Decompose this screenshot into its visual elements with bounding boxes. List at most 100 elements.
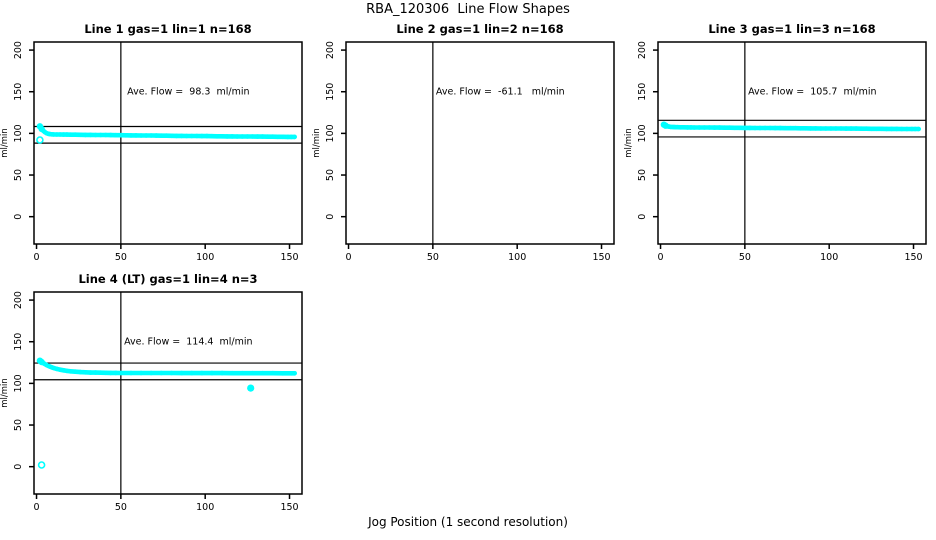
data-point <box>93 132 98 138</box>
data-point <box>270 370 276 376</box>
data-point <box>234 134 240 139</box>
plot-box <box>345 41 615 245</box>
y-tick-label: 50 <box>13 419 24 431</box>
data-point <box>783 125 788 131</box>
x-tick-label: 50 <box>739 252 751 263</box>
data-point <box>57 132 63 137</box>
subplot-svg: Line 4 (LT) gas=1 lin=4 n=3 0 50 100 150 0 50 1… <box>0 272 303 513</box>
data-point <box>828 126 834 131</box>
data-point <box>833 126 839 131</box>
data-point <box>113 370 119 376</box>
y-tick-label: 100 <box>325 124 336 142</box>
data-point <box>68 369 73 374</box>
data-point <box>912 126 918 132</box>
ave-flow-annotation: Ave. Flow = 98.3 ml/min <box>127 87 249 98</box>
data-point <box>229 370 235 376</box>
data-point <box>265 134 270 139</box>
data-point <box>848 126 854 131</box>
data-point <box>148 370 154 376</box>
data-point <box>853 126 859 131</box>
y-tick-label: 50 <box>325 169 336 181</box>
subplot-line-3: Line 3 gas=1 lin=3 n=168 0 50 100 150 0 50 100 1… <box>624 20 936 270</box>
data-point <box>688 125 694 130</box>
ave-flow-annotation: Ave. Flow = 105.7 ml/min <box>748 87 876 98</box>
x-tick-label: 0 <box>34 502 40 513</box>
data-point <box>702 125 707 130</box>
data-point <box>697 125 702 130</box>
subplot-line-1: Line 1 gas=1 lin=1 n=168 0 50 100 150 0 50 100 1… <box>0 20 312 270</box>
figure-xlabel: Jog Position (1 second resolution) <box>368 515 568 529</box>
x-tick-label: 50 <box>115 252 127 263</box>
data-point <box>103 132 108 138</box>
data-point <box>64 368 70 374</box>
data-point <box>803 126 808 131</box>
plot-box <box>33 41 303 245</box>
data-point <box>199 370 205 376</box>
data-point <box>184 133 189 139</box>
data-point <box>879 126 884 132</box>
y-tick-label: 200 <box>637 41 648 59</box>
data-point <box>199 133 205 139</box>
data-point <box>717 125 722 130</box>
data-point <box>808 126 813 131</box>
data-point <box>108 370 113 376</box>
data-point <box>260 134 265 139</box>
x-tick-label: 100 <box>196 252 214 263</box>
data-point <box>219 134 225 139</box>
data-point <box>909 126 915 132</box>
y-tick-label: 0 <box>13 464 24 470</box>
data-point <box>83 132 88 138</box>
subplot-title: Line 2 gas=1 lin=2 n=168 <box>396 22 563 36</box>
data-point <box>675 124 680 130</box>
x-tick-label: 100 <box>196 502 214 513</box>
subplot-svg: Line 3 gas=1 lin=3 n=168 0 50 100 150 0 50 100 1… <box>624 22 927 263</box>
data-point <box>767 125 773 131</box>
data-point <box>260 370 265 376</box>
data-point <box>57 367 63 372</box>
data-point <box>143 133 149 138</box>
data-point <box>179 133 184 139</box>
data-point <box>843 126 849 131</box>
y-tick-label: 200 <box>13 41 24 59</box>
data-point <box>899 126 904 132</box>
data-point <box>793 125 798 131</box>
data-point <box>224 134 230 139</box>
data-point <box>280 134 286 140</box>
data-point <box>692 125 697 130</box>
data-point <box>159 370 164 376</box>
data-point <box>292 371 297 376</box>
data-point <box>113 132 119 138</box>
stray-data-point <box>37 461 46 469</box>
y-tick-label: 0 <box>13 214 24 220</box>
data-point <box>78 132 83 138</box>
data-point <box>240 134 245 139</box>
data-point <box>884 126 889 132</box>
data-point <box>818 126 824 131</box>
data-point <box>823 126 829 131</box>
data-point <box>798 126 803 131</box>
plot-box <box>33 291 303 495</box>
data-point <box>174 133 179 139</box>
data-point <box>889 126 894 132</box>
data-point <box>288 134 294 140</box>
data-point <box>678 125 684 130</box>
subplot-title: Line 3 gas=1 lin=3 n=168 <box>708 22 875 36</box>
data-point <box>128 133 134 138</box>
x-tick-label: 0 <box>34 252 40 263</box>
data-point <box>275 134 281 140</box>
data-point <box>123 133 129 138</box>
data-point <box>169 370 174 376</box>
data-point <box>229 134 235 139</box>
data-point <box>255 134 260 139</box>
data-point <box>103 370 108 376</box>
data-point <box>159 133 164 138</box>
data-point <box>762 125 768 131</box>
data-point <box>64 132 70 137</box>
y-tick-label: 100 <box>13 374 24 392</box>
data-point <box>288 371 294 376</box>
data-point <box>280 371 286 376</box>
data-point <box>209 133 215 139</box>
y-tick-label: 50 <box>13 169 24 181</box>
data-point <box>108 132 113 138</box>
data-point <box>61 132 66 137</box>
